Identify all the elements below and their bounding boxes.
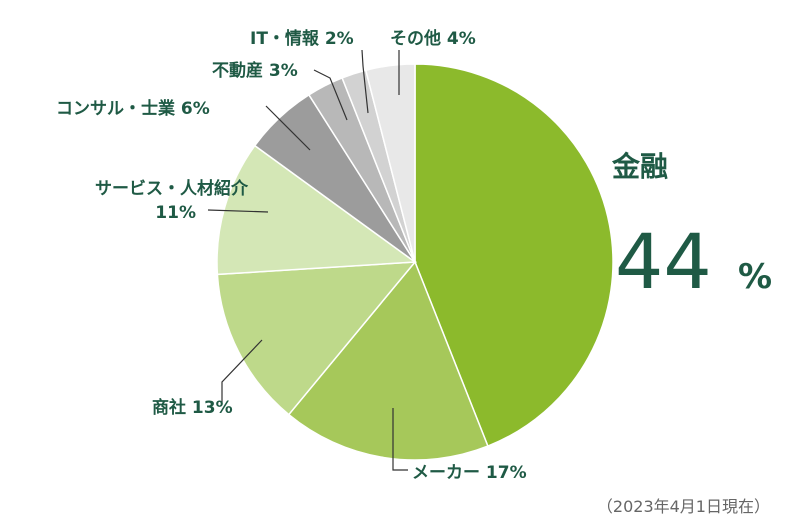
label-service-value: 11% (155, 203, 196, 223)
pie-slice-7 (364, 63, 416, 263)
pie-slice-3 (216, 144, 418, 276)
label-service-name: サービス・人材紹介 (95, 178, 249, 199)
label-trading: 商社 13% (152, 397, 233, 418)
label-maker: メーカー 17% (412, 463, 527, 483)
pie-slice-0 (414, 63, 614, 448)
pie-slice-1 (287, 260, 489, 461)
leader-lines (207, 49, 408, 471)
label-finance-name: 金融 (611, 150, 668, 183)
leader-line-4 (265, 105, 311, 151)
label-finance-unit: % (738, 257, 772, 297)
label-other: その他 4% (390, 28, 476, 49)
pie-slice-2 (216, 261, 417, 416)
label-it: IT・情報 2% (250, 28, 354, 49)
pie-slices (216, 63, 614, 461)
label-finance-value: 44 (615, 217, 712, 306)
leader-line-6 (361, 49, 369, 114)
leader-line-2 (221, 339, 263, 404)
label-consulting: コンサル・士業 6% (56, 98, 210, 119)
label-realestate: 不動産 3% (212, 60, 298, 81)
as-of-note: （2023年4月1日現在） (597, 497, 770, 516)
leader-line-3 (207, 209, 269, 213)
leader-line-1 (392, 408, 408, 471)
leader-line-5 (313, 69, 348, 121)
